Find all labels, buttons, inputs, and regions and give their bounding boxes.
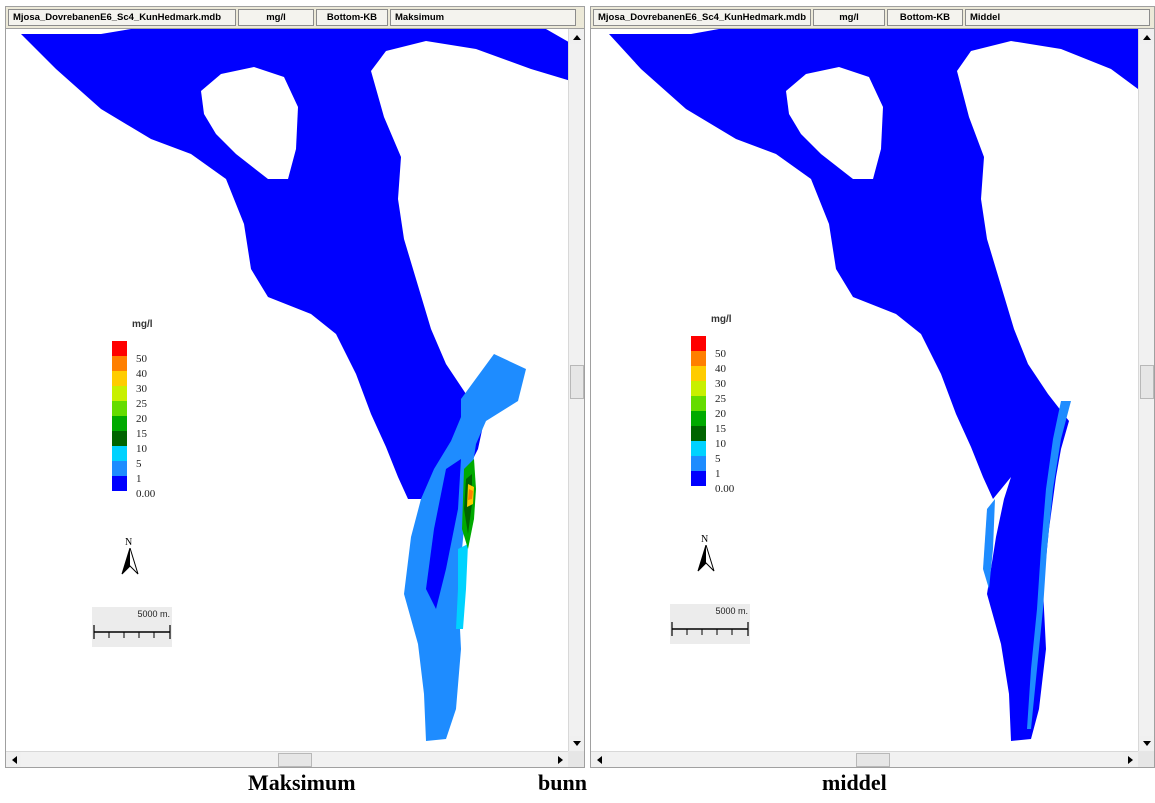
- legend-swatch: [112, 416, 127, 431]
- legend-swatch: [112, 461, 127, 476]
- lake-body-deep: [21, 29, 568, 499]
- scroll-up-arrow-icon[interactable]: [1139, 29, 1154, 44]
- legend-label: 0.00: [715, 483, 735, 495]
- legend-swatch: [691, 411, 706, 426]
- legend-swatch: [112, 401, 127, 416]
- north-label: N: [701, 534, 709, 545]
- map-window-maksimum: Mjosa_DovrebanenE6_Sc4_KunHedmark.mdb mg…: [5, 6, 585, 768]
- legend-label: 15: [136, 428, 147, 440]
- scrollbar-corner: [1138, 751, 1154, 767]
- legend-swatch: [691, 426, 706, 441]
- scroll-down-arrow-icon[interactable]: [1139, 736, 1154, 751]
- legend-swatch: [691, 366, 706, 381]
- header-unit: mg/l: [238, 9, 314, 26]
- legend-label: 1: [715, 468, 721, 480]
- vertical-scroll-thumb[interactable]: [570, 365, 584, 399]
- lake-edge-mid: [1027, 401, 1071, 729]
- legend-label: 50: [136, 353, 147, 365]
- legend-label: 40: [715, 363, 726, 375]
- legend-swatch: [691, 441, 706, 456]
- legend-swatch: [112, 371, 127, 386]
- lake-map[interactable]: [6, 29, 568, 751]
- map-window-middel: Mjosa_DovrebanenE6_Sc4_KunHedmark.mdb mg…: [590, 6, 1155, 768]
- scroll-left-arrow-icon[interactable]: [591, 752, 606, 767]
- legend-label: 30: [715, 378, 726, 390]
- legend-swatch: [691, 471, 706, 486]
- legend-swatch: [112, 476, 127, 491]
- legend-title: mg/l: [711, 314, 732, 325]
- scroll-down-arrow-icon[interactable]: [569, 736, 584, 751]
- legend-label: 40: [136, 368, 147, 380]
- scroll-up-arrow-icon[interactable]: [569, 29, 584, 44]
- legend-swatch: [691, 336, 706, 351]
- horizontal-scrollbar[interactable]: [591, 751, 1138, 767]
- header-statistic: Middel: [965, 9, 1150, 26]
- legend-label: 5: [136, 458, 142, 470]
- horizontal-scroll-thumb[interactable]: [856, 753, 890, 767]
- scrollbar-corner: [568, 751, 584, 767]
- legend-label: 15: [715, 423, 726, 435]
- vertical-scrollbar[interactable]: [568, 29, 584, 751]
- lake-island: [201, 67, 298, 179]
- legend-swatch: [691, 456, 706, 471]
- legend-swatch: [112, 431, 127, 446]
- scroll-right-arrow-icon[interactable]: [553, 752, 568, 767]
- vertical-scrollbar[interactable]: [1138, 29, 1154, 751]
- hotspot-orange: [468, 489, 473, 500]
- legend-label: 10: [715, 438, 726, 450]
- lake-body-deep: [609, 29, 1138, 741]
- map-header: Mjosa_DovrebanenE6_Sc4_KunHedmark.mdb mg…: [6, 7, 584, 29]
- caption-bunn: bunn: [538, 770, 587, 795]
- legend-swatch: [691, 381, 706, 396]
- north-arrow-icon: N: [120, 537, 140, 577]
- legend-label: 1: [136, 473, 142, 485]
- north-label: N: [125, 537, 133, 548]
- legend-label: 20: [715, 408, 726, 420]
- caption-middel: middel: [822, 770, 887, 795]
- scroll-left-arrow-icon[interactable]: [6, 752, 21, 767]
- legend-swatch: [112, 446, 127, 461]
- legend-label: 30: [136, 383, 147, 395]
- map-header: Mjosa_DovrebanenE6_Sc4_KunHedmark.mdb mg…: [591, 7, 1154, 29]
- scale-bar-icon: 5000 m.: [670, 604, 750, 644]
- legend-label: 5: [715, 453, 721, 465]
- lake-south-arm-light: [404, 354, 526, 741]
- header-layer: Bottom-KB: [316, 9, 388, 26]
- caption-maksimum: Maksimum: [248, 770, 356, 795]
- horizontal-scrollbar[interactable]: [6, 751, 568, 767]
- legend-swatch: [112, 356, 127, 371]
- legend-label: 25: [136, 398, 147, 410]
- legend: mg/l 50 40 30 25 20 15 10 5 1 0.00: [112, 319, 202, 509]
- vertical-scroll-thumb[interactable]: [1140, 365, 1154, 399]
- lake-island: [786, 67, 883, 179]
- lake-edge-cyan: [456, 544, 468, 629]
- legend-swatch: [691, 351, 706, 366]
- legend-swatch: [112, 341, 127, 356]
- header-unit: mg/l: [813, 9, 885, 26]
- legend-label: 50: [715, 348, 726, 360]
- header-statistic: Maksimum: [390, 9, 576, 26]
- legend-label: 20: [136, 413, 147, 425]
- header-file-name: Mjosa_DovrebanenE6_Sc4_KunHedmark.mdb: [8, 9, 236, 26]
- legend: mg/l 50 40 30 25 20 15 10 5 1 0.00: [691, 314, 781, 504]
- legend-swatch: [112, 386, 127, 401]
- legend-label: 25: [715, 393, 726, 405]
- horizontal-scroll-thumb[interactable]: [278, 753, 312, 767]
- north-arrow-icon: N: [696, 534, 716, 574]
- header-layer: Bottom-KB: [887, 9, 963, 26]
- scale-label: 5000 m.: [137, 609, 170, 619]
- legend-title: mg/l: [132, 319, 153, 330]
- legend-label: 0.00: [136, 488, 156, 500]
- scale-label: 5000 m.: [715, 606, 748, 616]
- legend-swatch: [691, 396, 706, 411]
- header-file-name: Mjosa_DovrebanenE6_Sc4_KunHedmark.mdb: [593, 9, 811, 26]
- lake-south-arm-mid: [426, 459, 461, 609]
- legend-label: 10: [136, 443, 147, 455]
- lake-edge-light: [983, 499, 995, 589]
- lake-map[interactable]: [591, 29, 1138, 751]
- scroll-right-arrow-icon[interactable]: [1123, 752, 1138, 767]
- scale-bar-icon: 5000 m.: [92, 607, 172, 647]
